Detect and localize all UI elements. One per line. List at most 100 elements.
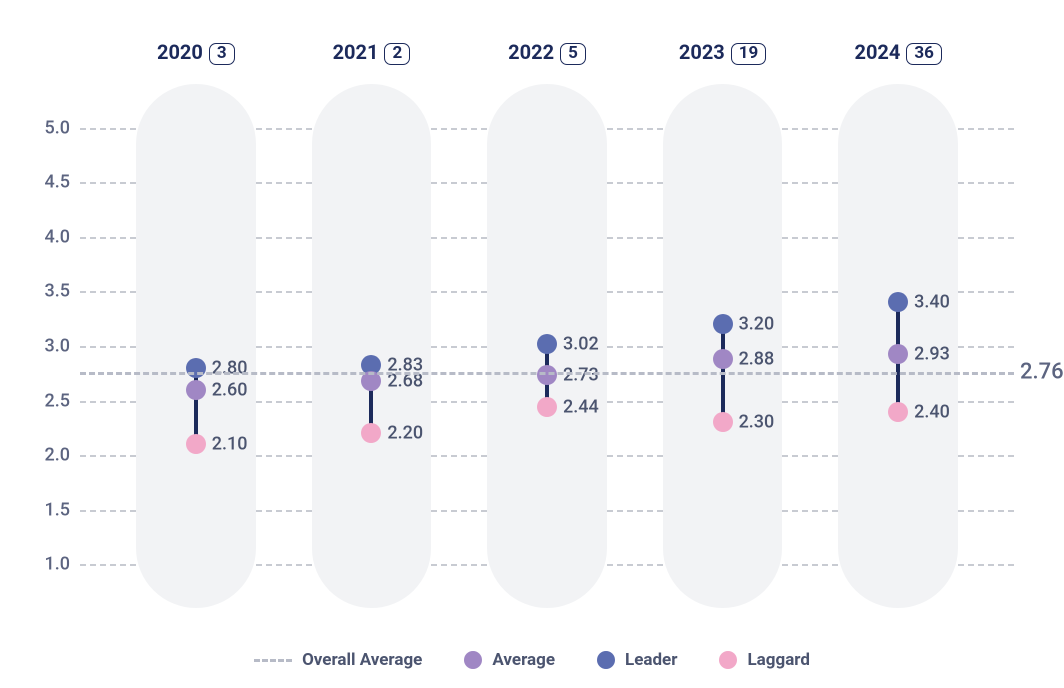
grid-line-segment xyxy=(782,564,838,566)
column-year: 2023 xyxy=(679,40,725,64)
laggard-dot xyxy=(361,423,381,443)
legend-dot-laggard-icon xyxy=(719,651,737,669)
legend-item-average: Average xyxy=(464,650,555,670)
y-tick-label: 4.0 xyxy=(0,226,70,247)
column-count-badge: 36 xyxy=(906,43,942,65)
grid-line-segment xyxy=(256,237,312,239)
grid-line-segment xyxy=(958,237,1014,239)
column-2021: 202122.832.682.20 xyxy=(312,40,432,608)
column-2022: 2022 5 3.02 2.73 2.44 xyxy=(487,40,607,608)
grid-line-segment xyxy=(607,455,663,457)
column-pill xyxy=(136,84,256,608)
grid-line-segment xyxy=(958,510,1014,512)
grid-line-segment xyxy=(782,291,838,293)
plot-area: 202032.802.602.10202122.832.682.20202253… xyxy=(80,40,1014,608)
grid-line-segment xyxy=(256,346,312,348)
grid-line-segment xyxy=(782,182,838,184)
average-value-label: 2.88 xyxy=(739,349,775,370)
y-tick-label: 3.5 xyxy=(0,281,70,302)
overall-average-label: 2.76 xyxy=(1020,360,1064,385)
y-tick-label: 5.0 xyxy=(0,117,70,138)
grid-line-segment xyxy=(80,510,136,512)
grid-line-segment xyxy=(782,128,838,130)
legend-dash-icon xyxy=(254,659,292,662)
legend-item-laggard: Laggard xyxy=(719,650,809,670)
legend-item-leader: Leader xyxy=(597,650,677,670)
column-count-badge: 3 xyxy=(209,43,235,65)
column-2024: 2024363.402.932.40 xyxy=(838,40,958,608)
grid-line-segment xyxy=(607,128,663,130)
grid-line-segment xyxy=(80,401,136,403)
grid-line-segment xyxy=(80,128,136,130)
y-tick-label: 3.0 xyxy=(0,336,70,357)
grid-line-segment xyxy=(782,455,838,457)
grid-line-segment xyxy=(256,510,312,512)
grid-line-segment xyxy=(958,291,1014,293)
average-value-label: 2.73 xyxy=(563,365,599,386)
grid-line-segment xyxy=(80,182,136,184)
legend: Overall Average Average Leader Laggard xyxy=(0,650,1064,670)
grid-line-segment xyxy=(607,237,663,239)
y-tick-label: 2.5 xyxy=(0,390,70,411)
column-header: 202436 xyxy=(838,40,958,65)
average-dot xyxy=(537,365,557,385)
laggard-dot xyxy=(713,412,733,432)
column-year: 2020 xyxy=(157,40,203,64)
column-count-badge: 2 xyxy=(384,43,410,65)
average-value-label: 2.60 xyxy=(212,379,248,400)
laggard-dot xyxy=(186,434,206,454)
average-dot xyxy=(713,349,733,369)
overall-average-line xyxy=(80,372,1014,375)
grid-line-segment xyxy=(958,128,1014,130)
grid-line-segment xyxy=(431,128,487,130)
legend-item-overall: Overall Average xyxy=(254,650,422,670)
laggard-dot xyxy=(537,397,557,417)
leader-value-label: 3.40 xyxy=(914,292,950,313)
leader-value-label: 3.02 xyxy=(563,333,599,354)
grid-line-segment xyxy=(431,346,487,348)
y-tick-label: 2.0 xyxy=(0,445,70,466)
y-tick-label: 4.5 xyxy=(0,172,70,193)
grid-line-segment xyxy=(782,401,838,403)
leader-dot xyxy=(537,334,557,354)
grid-line-segment xyxy=(782,346,838,348)
grid-line-segment xyxy=(958,401,1014,403)
grid-line-segment xyxy=(80,564,136,566)
legend-label-overall: Overall Average xyxy=(302,650,422,670)
grid-line-segment xyxy=(607,564,663,566)
grid-line-segment xyxy=(431,401,487,403)
grid-line-segment xyxy=(256,128,312,130)
grid-line-segment xyxy=(958,564,1014,566)
grid-line-segment xyxy=(256,455,312,457)
grid-line-segment xyxy=(607,510,663,512)
column-2023: 2023193.202.882.30 xyxy=(663,40,783,608)
column-header: 2020 3 xyxy=(136,40,256,65)
grid-line-segment xyxy=(256,182,312,184)
grid-line-segment xyxy=(80,291,136,293)
column-year: 2022 xyxy=(508,40,554,64)
leader-value-label: 3.20 xyxy=(739,314,775,335)
y-tick-label: 1.0 xyxy=(0,554,70,575)
legend-label-laggard: Laggard xyxy=(747,650,809,670)
grid-line-segment xyxy=(431,455,487,457)
laggard-value-label: 2.10 xyxy=(212,434,248,455)
grid-line-segment xyxy=(958,346,1014,348)
column-count-badge: 5 xyxy=(560,43,586,65)
grid-line-segment xyxy=(431,510,487,512)
column-header: 2022 5 xyxy=(487,40,607,65)
column-header: 202319 xyxy=(663,40,783,65)
laggard-value-label: 2.44 xyxy=(563,397,599,418)
average-dot xyxy=(186,380,206,400)
legend-label-average: Average xyxy=(492,650,555,670)
grid-line-segment xyxy=(607,346,663,348)
grid-line-segment xyxy=(607,401,663,403)
grid-line-segment xyxy=(958,455,1014,457)
column-pill xyxy=(312,84,432,608)
average-dot xyxy=(888,344,908,364)
grid-line-segment xyxy=(431,291,487,293)
y-tick-label: 1.5 xyxy=(0,499,70,520)
legend-dot-average-icon xyxy=(464,651,482,669)
grid-line-segment xyxy=(80,346,136,348)
column-header: 20212 xyxy=(312,40,432,65)
legend-dot-leader-icon xyxy=(597,651,615,669)
